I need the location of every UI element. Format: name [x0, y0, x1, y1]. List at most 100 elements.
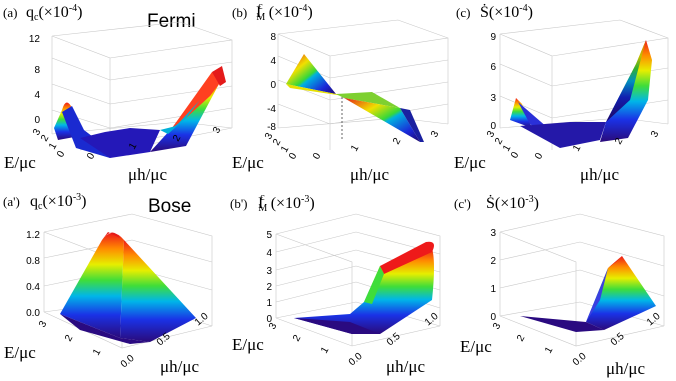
y-tick-label: 0	[55, 149, 68, 160]
y-tick-label: 2	[271, 137, 284, 148]
x-axis: 0 1 2 3 μh/μc	[311, 129, 442, 184]
y-tick-label: 1	[91, 347, 104, 358]
x-tick-label: 1.0	[193, 311, 211, 329]
y-axis: 3 2 1 0 E/μc	[4, 127, 68, 172]
x-axis-label: μh/μc	[128, 165, 167, 184]
z-axis: 3 2 1 0	[490, 228, 496, 323]
surface	[510, 40, 652, 148]
x-tick-label: 2	[391, 136, 404, 147]
x-axis: 0 1 2 3 μh/μc	[533, 129, 662, 184]
z-tick-label: 1	[266, 298, 272, 309]
z-axis: 1.2 0.8 0.4 0.0	[26, 230, 40, 319]
row-label-fermi: Fermi	[147, 11, 196, 32]
x-axis: 0 1 2 3 μh/μc	[85, 125, 224, 184]
panel-c-prime: (c') Ṡ(×10-3) 3 2 1 0 3 2 1 E/μc 0.0	[454, 194, 665, 378]
x-axis-label: μh/μc	[386, 357, 425, 376]
z-tick-label: 0.0	[26, 308, 40, 319]
x-tick-label: 3	[649, 129, 662, 140]
y-axis: 3 2 1 0 E/μc	[232, 131, 300, 172]
x-tick-label: 1	[571, 143, 584, 154]
x-tick-label: 1	[127, 141, 140, 152]
surface	[60, 232, 196, 344]
z-tick-label: 0	[270, 80, 276, 91]
x-tick-label: 0.5	[385, 331, 403, 349]
z-tick-label: 0	[266, 314, 272, 325]
surface	[54, 66, 226, 158]
x-tick-label: 0.0	[571, 351, 589, 369]
z-tick-label: 4	[270, 56, 276, 67]
z-tick-label: 1.2	[26, 230, 40, 241]
z-tick-label: 4	[34, 90, 40, 101]
x-tick-label: 0	[533, 151, 546, 162]
y-tick-label: 2	[63, 333, 76, 344]
x-tick-label: 0	[85, 151, 98, 162]
y-axis-label: E/μc	[4, 343, 36, 362]
z-tick-label: 3	[266, 266, 272, 277]
panel-title: qc(×10-3)	[30, 192, 86, 212]
y-tick-label: 1	[319, 345, 332, 356]
x-axis-label: μh/μc	[160, 357, 199, 376]
z-axis: 12 8 4 0	[29, 34, 41, 126]
z-tick-label: 0.4	[26, 282, 40, 293]
z-tick-label: 3	[490, 93, 496, 104]
z-axis: 8 4 0 -4 -8	[267, 32, 276, 133]
y-axis: 3 2 1 E/μc	[4, 319, 104, 362]
y-axis-label: E/μc	[460, 337, 492, 356]
z-tick-label: 1	[490, 284, 496, 295]
x-tick-label: 1.0	[645, 311, 663, 329]
y-tick-label: 2	[493, 136, 506, 147]
y-tick-label: 2	[291, 333, 304, 344]
y-tick-label: 1	[501, 143, 514, 154]
x-tick-label: 2	[171, 133, 184, 144]
z-tick-label: 3	[490, 228, 496, 239]
panel-title: qc(×10-4)	[26, 3, 82, 23]
z-tick-label: 12	[29, 34, 41, 45]
panel-title: Ṡ(×10-3)	[486, 194, 539, 212]
y-axis-label: E/μc	[4, 153, 36, 172]
x-tick-label: 0.5	[609, 331, 627, 349]
panel-label: (c')	[454, 196, 471, 211]
panel-label: (a')	[3, 194, 20, 209]
y-tick-label: 2	[39, 133, 52, 144]
x-axis-label: μh/μc	[580, 165, 619, 184]
y-tick-label: 2	[515, 333, 528, 344]
z-axis: 5 4 3 2 1 0	[266, 230, 272, 325]
y-axis-label: E/μc	[232, 335, 264, 354]
z-tick-label: -4	[267, 104, 276, 115]
panel-label: (a)	[3, 5, 17, 20]
x-axis-label: μh/μc	[606, 359, 645, 378]
y-tick-label: 1	[543, 345, 556, 356]
panel-b-prime: (b') IMc (×10-3) 5 4 3 2 1 0 3 2 1 E/μc	[230, 192, 441, 376]
y-tick-label: 1	[279, 144, 292, 155]
x-tick-label: 0.0	[119, 353, 137, 371]
z-axis: 9 6 3 0	[490, 32, 496, 132]
panel-title: IMc (×10-3)	[258, 192, 315, 214]
x-tick-label: 0.0	[347, 351, 365, 369]
z-tick-label: 0.8	[26, 256, 40, 267]
y-axis-label: E/μc	[454, 153, 486, 172]
x-tick-label: 1	[349, 143, 362, 154]
panel-c: (c) Ṡ(×10-4) 9 6 3 0 3 2 1 0 E/μc	[454, 3, 669, 184]
panel-title: Ṡ(×10-4)	[480, 3, 533, 21]
z-tick-label: 5	[266, 230, 272, 241]
z-tick-label: 0	[34, 115, 40, 126]
z-tick-label: 4	[266, 248, 272, 259]
z-tick-label: 0	[490, 121, 496, 132]
axis-box	[499, 213, 665, 347]
y-tick-label: 3	[485, 129, 498, 140]
y-tick-label: 3	[31, 127, 44, 138]
panel-label: (b')	[230, 196, 248, 211]
y-axis: 3 2 1 E/μc	[460, 321, 556, 356]
x-tick-label: 3	[429, 129, 442, 140]
y-tick-label: 3	[37, 319, 50, 330]
x-tick-label: 3	[211, 125, 224, 136]
y-tick-label: 3	[267, 321, 280, 332]
panel-a: (a) qc(×10-4) 12 8 4 0 3 2 1 0	[3, 3, 233, 184]
x-axis-label: μh/μc	[350, 165, 389, 184]
panel-a-prime: (a') qc(×10-3) 1.2 0.8 0.4 0.0 3 2 1 E/μ…	[3, 192, 213, 376]
z-tick-label: 0	[490, 312, 496, 323]
x-tick-label: 2	[613, 136, 626, 147]
z-tick-label: 8	[34, 65, 40, 76]
panel-label: (b)	[232, 5, 247, 20]
panel-label: (c)	[456, 5, 470, 20]
